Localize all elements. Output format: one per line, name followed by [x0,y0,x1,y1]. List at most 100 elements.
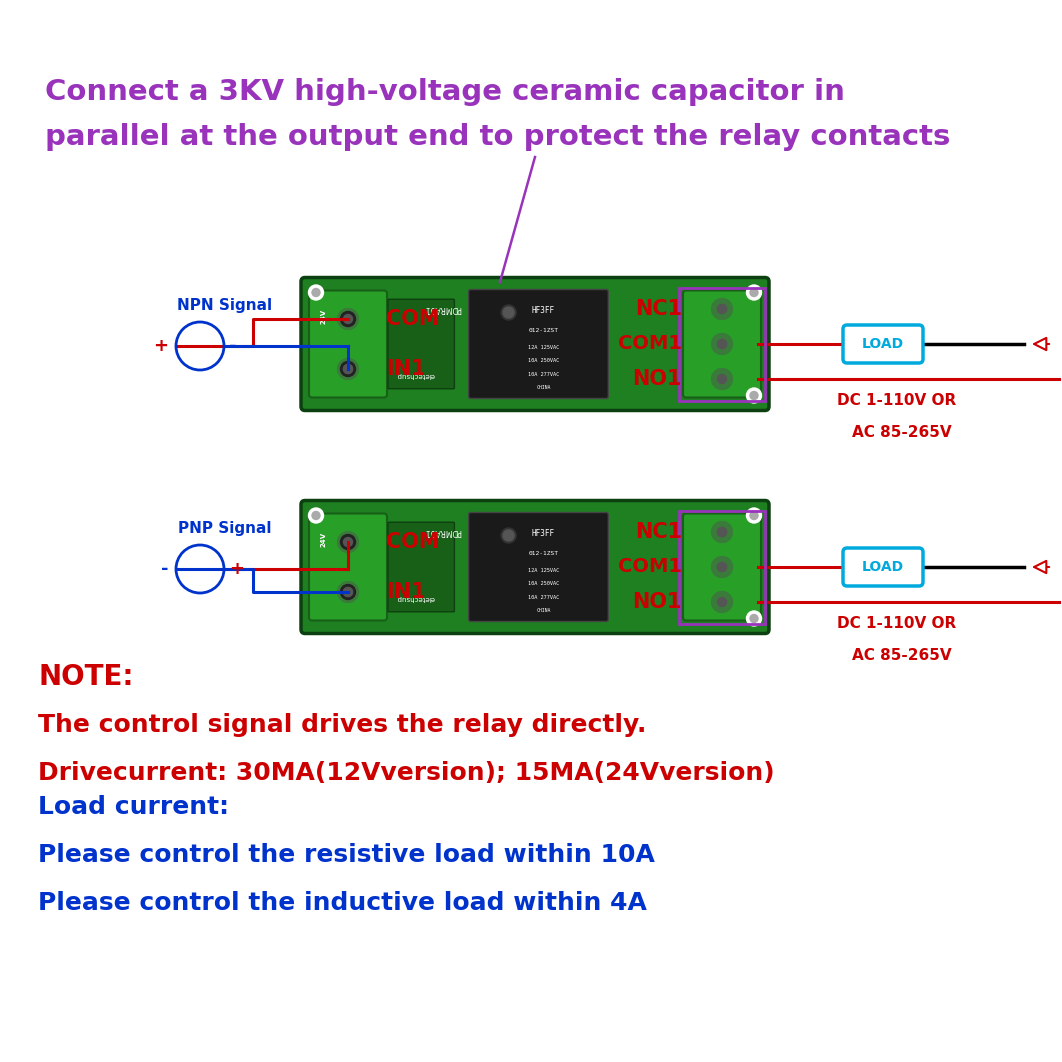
Circle shape [712,298,733,320]
Circle shape [503,530,514,541]
Circle shape [750,615,758,622]
Circle shape [338,308,359,329]
Circle shape [718,528,726,536]
Circle shape [503,307,514,318]
Circle shape [341,361,356,377]
Text: Load current:: Load current: [38,795,229,819]
FancyBboxPatch shape [388,523,455,612]
Text: LOAD: LOAD [862,337,904,352]
Circle shape [343,314,353,324]
Text: PNP Signal: PNP Signal [178,521,272,536]
Text: DC 1-110V OR: DC 1-110V OR [837,617,956,632]
Circle shape [718,563,726,571]
FancyBboxPatch shape [309,291,387,397]
Text: AC 85-265V: AC 85-265V [852,649,952,664]
Circle shape [750,289,758,296]
Circle shape [718,340,726,348]
Text: LOAD: LOAD [862,560,904,573]
Text: NO1: NO1 [633,369,682,389]
Text: +: + [229,560,244,578]
Circle shape [712,592,733,613]
Text: parallel at the output end to protect the relay contacts: parallel at the output end to protect th… [45,123,950,151]
FancyBboxPatch shape [843,548,923,586]
Text: Please control the inductive load within 4A: Please control the inductive load within… [38,891,647,915]
Circle shape [312,289,320,296]
Circle shape [712,333,733,355]
Circle shape [718,305,726,313]
Text: COM1: COM1 [618,335,682,354]
Text: HF3FF: HF3FF [532,306,555,315]
Text: CHINA: CHINA [536,384,550,390]
Circle shape [747,611,761,626]
FancyBboxPatch shape [468,513,609,621]
Circle shape [341,584,356,600]
Circle shape [308,508,324,523]
Text: COM: COM [386,532,440,552]
Text: Drivecurrent: 30MA(12Vversion); 15MA(24Vversion): Drivecurrent: 30MA(12Vversion); 15MA(24V… [38,761,774,785]
Circle shape [343,364,353,374]
Circle shape [501,528,516,543]
Text: +: + [153,337,168,355]
Text: NPN Signal: NPN Signal [177,298,273,313]
Circle shape [747,285,761,299]
Circle shape [712,521,733,543]
Text: COM1: COM1 [618,558,682,577]
Text: 012-1ZST: 012-1ZST [529,551,559,555]
Text: 10A 277VAC: 10A 277VAC [528,595,559,600]
Circle shape [718,375,726,383]
Circle shape [338,531,359,552]
FancyBboxPatch shape [301,500,769,634]
FancyBboxPatch shape [683,514,761,620]
Circle shape [338,582,359,602]
Text: 10A 250VAC: 10A 250VAC [528,358,559,363]
Circle shape [343,587,353,597]
Circle shape [341,311,356,326]
Text: DC 1-110V OR: DC 1-110V OR [837,394,956,409]
Circle shape [718,598,726,606]
Text: IN1: IN1 [386,582,426,602]
Circle shape [750,392,758,399]
Bar [679,511,765,623]
Circle shape [501,305,516,320]
FancyBboxPatch shape [388,299,455,389]
FancyBboxPatch shape [468,290,609,398]
Text: 10A 250VAC: 10A 250VAC [528,581,559,586]
Text: 012-1ZST: 012-1ZST [529,328,559,332]
Text: 24V: 24V [320,532,326,547]
Circle shape [712,369,733,390]
Text: eletechsup: eletechsup [396,373,434,378]
Text: 10A 277VAC: 10A 277VAC [528,372,559,377]
Text: The control signal drives the relay directly.: The control signal drives the relay dire… [38,713,647,737]
Circle shape [747,388,761,402]
Text: 12A 125VAC: 12A 125VAC [528,345,559,349]
Circle shape [338,359,359,379]
Text: PDMRA01: PDMRA01 [425,528,462,536]
Text: HF3FF: HF3FF [532,529,555,537]
Text: Connect a 3KV high-voltage ceramic capacitor in: Connect a 3KV high-voltage ceramic capac… [45,78,845,106]
Circle shape [341,534,356,549]
FancyBboxPatch shape [843,325,923,363]
Text: NO1: NO1 [633,592,682,612]
Text: COM: COM [386,309,440,329]
Text: PDMRA01: PDMRA01 [425,305,462,313]
Text: CHINA: CHINA [536,607,550,613]
Circle shape [747,508,761,523]
Circle shape [750,512,758,519]
Text: NC1: NC1 [635,523,682,542]
FancyBboxPatch shape [301,277,769,411]
Text: Please control the resistive load within 10A: Please control the resistive load within… [38,843,655,867]
Text: IN1: IN1 [386,359,426,379]
Circle shape [343,537,353,547]
Bar [679,288,765,400]
Text: NC1: NC1 [635,299,682,319]
Text: 12A 125VAC: 12A 125VAC [528,568,559,572]
Circle shape [312,512,320,519]
FancyBboxPatch shape [683,291,761,397]
Text: eletechsup: eletechsup [396,595,434,601]
Circle shape [712,556,733,578]
Circle shape [308,285,324,299]
FancyBboxPatch shape [309,514,387,620]
Text: NOTE:: NOTE: [38,663,134,691]
Text: -: - [160,560,168,578]
Text: AC 85-265V: AC 85-265V [852,426,952,441]
